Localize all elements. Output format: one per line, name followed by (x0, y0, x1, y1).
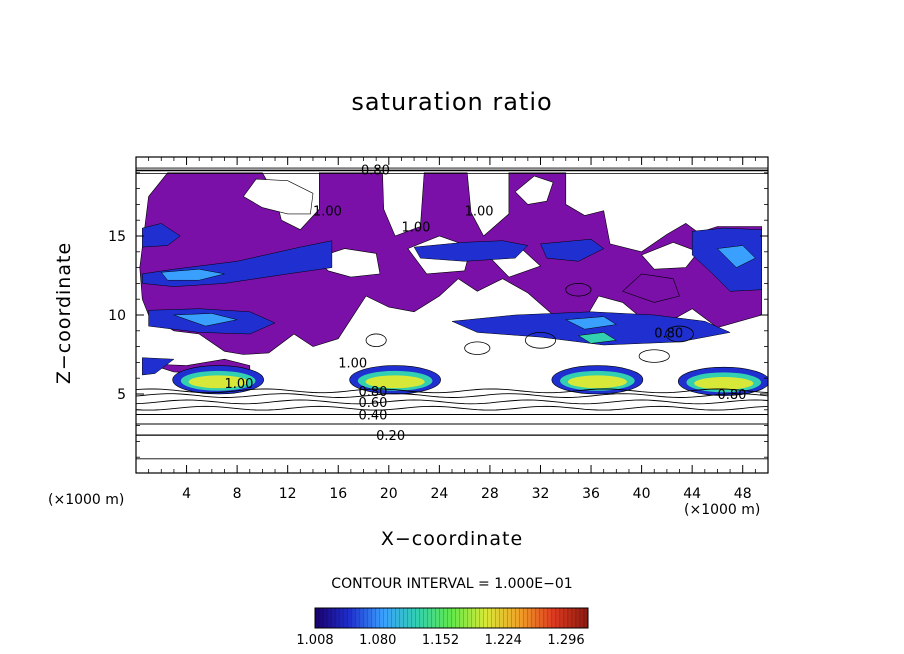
isoline-closed-5 (638, 349, 670, 363)
cell-core-0 (188, 375, 248, 389)
x-unit-left: (×1000 m) (48, 492, 125, 508)
subsat-hole-1 (514, 175, 554, 205)
contour-label-9: 1.00 (401, 221, 430, 236)
cloud-core-1 (716, 245, 756, 268)
colorbar-label-0: 1.008 (296, 633, 333, 648)
cloud-band-1 (142, 223, 181, 248)
x-tick-label-1: 8 (233, 486, 242, 502)
y-tick-label-0: 5 (117, 387, 126, 403)
isoline-closed-1 (524, 331, 557, 349)
cloud-band-4 (691, 227, 762, 292)
isoline-closed-3 (665, 325, 694, 343)
x-tick-label-6: 28 (481, 486, 499, 502)
subsat-hole-0 (242, 178, 314, 215)
cloud-core-4 (577, 332, 618, 344)
x-axis-label: X−coordinate (380, 528, 524, 550)
field-layer (139, 172, 768, 396)
contour-label-11: 0.80 (654, 326, 683, 341)
cloud-core-0 (160, 268, 225, 281)
x-tick-label-0: 4 (182, 486, 191, 502)
contour-layer (136, 167, 768, 460)
subsat-hole-5 (641, 241, 699, 270)
isoline-closed-0 (365, 333, 387, 347)
colorbar-label-4: 1.296 (547, 633, 584, 648)
colorbar: 1.008 1.080 1.152 1.224 1.296 (296, 607, 589, 648)
cell-core-2 (567, 375, 627, 389)
x-tick-label-3: 16 (329, 486, 347, 502)
contour-label-4: 1.00 (224, 377, 253, 392)
isoline-closed-4 (565, 282, 592, 297)
cell-1 (349, 365, 441, 395)
cloud-band-7 (142, 357, 175, 376)
cell-0 (172, 365, 264, 395)
contour-label-layer: 0.200.400.600.801.001.000.800.801.001.00… (224, 164, 746, 444)
supersat-region-1 (622, 273, 680, 303)
contour-interval-label: CONTOUR INTERVAL = 1.000E−01 (331, 576, 573, 592)
contour-label-3: 0.80 (358, 385, 387, 400)
x-tick-label-9: 40 (633, 486, 651, 502)
x-tick-label-5: 24 (430, 486, 448, 502)
contour-label-0: 0.20 (376, 429, 405, 444)
contour-label-5: 1.00 (338, 356, 367, 371)
contour-label-8: 1.00 (313, 205, 342, 220)
cell-3 (677, 366, 768, 396)
colorbar-label-2: 1.152 (422, 633, 459, 648)
cell-core-3 (694, 376, 754, 390)
isoline-closed-2 (464, 341, 491, 355)
y-tick-label-2: 15 (108, 229, 126, 245)
contour-label-6: 0.80 (717, 388, 746, 403)
contour-label-10: 1.00 (465, 205, 494, 220)
isoline-low-7 (136, 388, 768, 394)
cell-core-1 (365, 375, 425, 389)
isoline-low-5 (136, 399, 768, 405)
x-unit-right: (×1000 m) (684, 502, 761, 518)
x-tick-label-8: 36 (582, 486, 600, 502)
cell-2 (551, 365, 644, 395)
x-tick-label-7: 32 (532, 486, 550, 502)
contour-label-7: 0.80 (361, 164, 390, 179)
cloud-band-3 (540, 238, 605, 262)
cloud-core-2 (173, 313, 238, 327)
x-tick-label-4: 20 (380, 486, 398, 502)
isoline-low-6 (136, 393, 768, 398)
x-tick-label-2: 12 (279, 486, 297, 502)
cloud-core-3 (564, 316, 618, 330)
y-tick-label-1: 10 (108, 308, 126, 324)
isoline-low-4 (136, 405, 768, 411)
x-tick-label-10: 44 (683, 486, 701, 502)
colorbar-label-1: 1.080 (359, 633, 396, 648)
colorbar-label-3: 1.224 (485, 633, 522, 648)
cloud-band-2 (413, 240, 529, 262)
contour-label-1: 0.40 (358, 409, 387, 424)
x-tick-label-11: 48 (734, 486, 752, 502)
contour-label-2: 0.60 (358, 396, 387, 411)
chart-title: saturation ratio (351, 88, 553, 116)
